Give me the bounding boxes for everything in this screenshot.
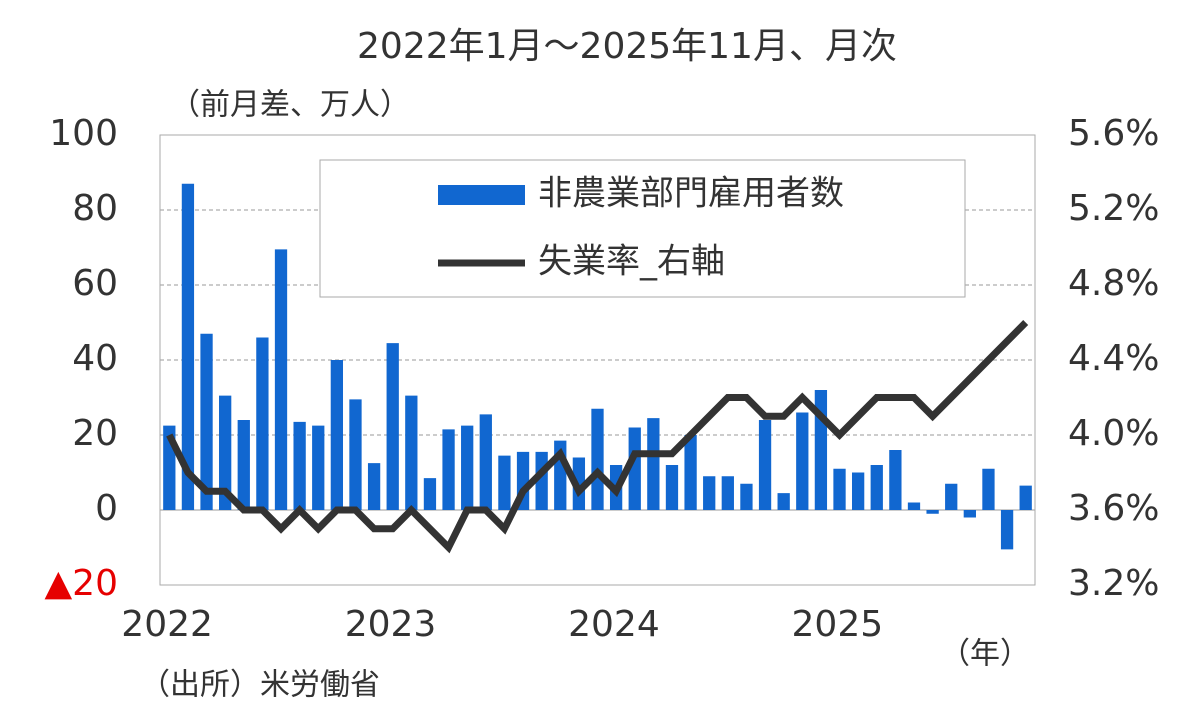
x-axis-label: （年） xyxy=(940,637,1030,672)
x-tick-label: 2023 xyxy=(345,604,437,645)
bar xyxy=(889,450,902,510)
y-tick-label: 40 xyxy=(72,338,118,379)
bar xyxy=(796,412,809,510)
y-tick-label: 20 xyxy=(72,413,118,454)
bar xyxy=(907,502,921,510)
bar xyxy=(945,483,958,510)
y2-tick-label: 3.2% xyxy=(1068,563,1159,604)
x-tick-label: 2025 xyxy=(792,604,884,645)
bar xyxy=(293,421,306,510)
y2-tick-label: 4.0% xyxy=(1068,413,1159,454)
bar xyxy=(423,478,437,510)
bar xyxy=(665,465,679,510)
bar xyxy=(591,408,604,510)
line xyxy=(166,320,1029,554)
bar xyxy=(405,395,418,510)
bar xyxy=(498,455,511,510)
plot-border xyxy=(159,134,1036,586)
bar xyxy=(367,463,381,510)
source-note: （出所）米労働省 xyxy=(140,668,380,703)
bar xyxy=(330,360,344,510)
bar xyxy=(963,510,976,518)
bar xyxy=(386,343,399,510)
bar xyxy=(1000,510,1014,550)
bar xyxy=(870,465,883,510)
y-tick-label: 0 xyxy=(95,488,118,529)
y2-tick-label: 4.8% xyxy=(1068,263,1159,304)
bar xyxy=(219,395,232,510)
y-tick-label: 80 xyxy=(72,188,118,229)
bar xyxy=(647,418,660,510)
bar xyxy=(721,476,734,510)
bar xyxy=(684,435,697,510)
y2-tick-label: 4.4% xyxy=(1068,338,1159,379)
y-axis-label: （前月差、万人） xyxy=(170,88,410,123)
bar xyxy=(479,414,492,510)
y2-tick-label: 3.6% xyxy=(1068,488,1159,529)
bar xyxy=(777,493,790,510)
bar xyxy=(926,510,939,514)
bar xyxy=(1019,485,1032,510)
chart-title: 2022年1月～2025年11月、月次 xyxy=(357,26,897,67)
legend-swatch xyxy=(438,185,525,205)
bar xyxy=(703,476,716,510)
bar xyxy=(312,425,325,510)
y2-tick-label: 5.2% xyxy=(1068,188,1159,229)
bar xyxy=(758,420,772,510)
x-tick-label: 2024 xyxy=(568,604,660,645)
legend-box xyxy=(319,159,966,298)
y-tick-label: ▲20 xyxy=(45,563,119,604)
bar xyxy=(442,429,455,510)
legend-label: 非農業部門雇用者数 xyxy=(538,174,844,214)
bar xyxy=(461,425,474,510)
y-tick-label: 60 xyxy=(72,263,118,304)
bar xyxy=(740,483,753,510)
bar xyxy=(256,337,269,510)
bar xyxy=(181,183,195,510)
bar xyxy=(628,427,641,510)
bar xyxy=(237,420,250,510)
bar xyxy=(200,333,213,510)
legend-label: 失業率_右軸 xyxy=(538,242,725,282)
y-tick-label: 100 xyxy=(49,113,118,154)
y2-tick-label: 5.6% xyxy=(1068,113,1159,154)
bar xyxy=(349,399,362,510)
bar xyxy=(833,468,846,510)
x-tick-label: 2022 xyxy=(121,604,213,645)
bar xyxy=(982,468,995,510)
bar xyxy=(851,472,865,510)
bar xyxy=(274,249,288,510)
